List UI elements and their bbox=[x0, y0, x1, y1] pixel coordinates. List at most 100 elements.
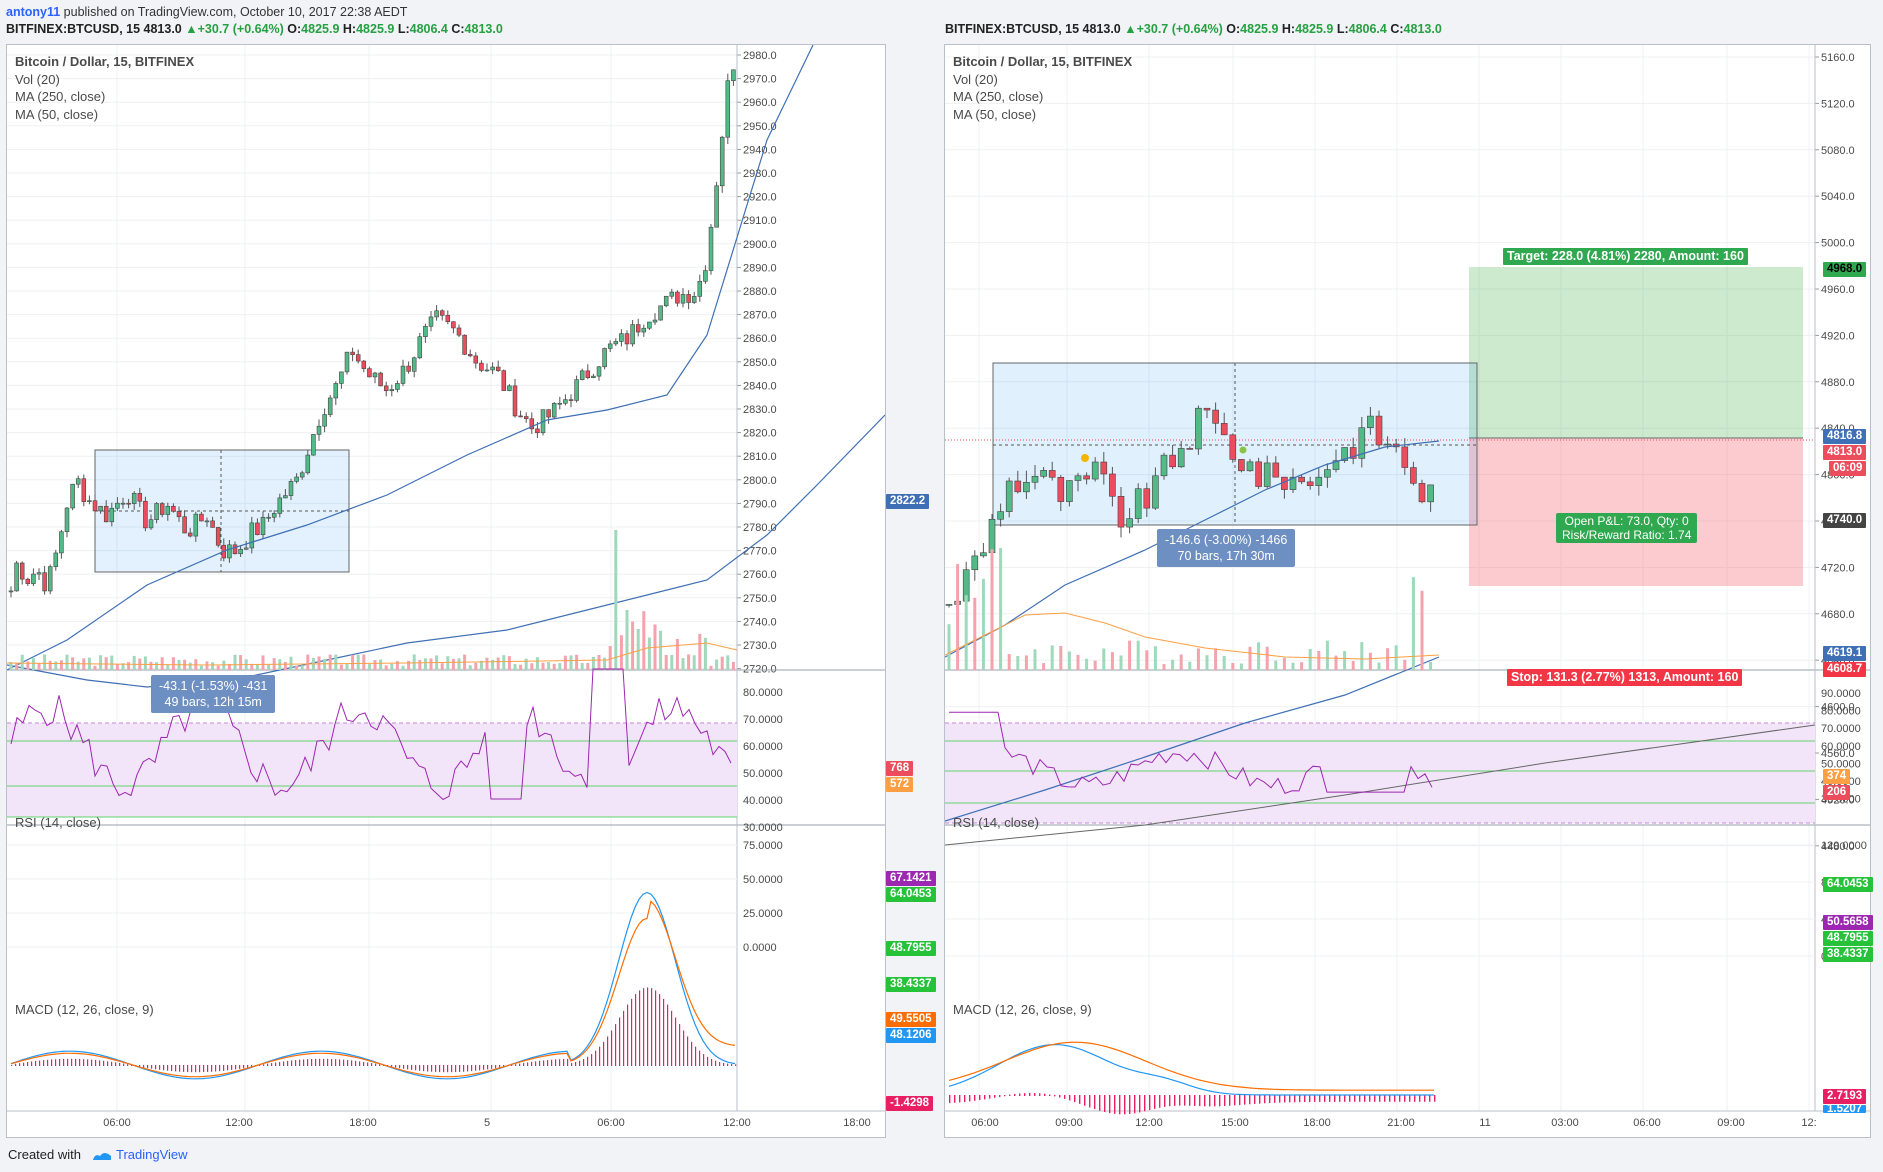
candle-up bbox=[1427, 484, 1434, 503]
rsi-tick-label: 40.0000 bbox=[743, 795, 783, 807]
macd-hist-bar bbox=[1289, 1095, 1291, 1103]
time-tick-label: 06:00 bbox=[971, 1117, 999, 1129]
target-label[interactable]: Target: 228.0 (4.81%) 2280, Amount: 160 bbox=[1503, 248, 1748, 265]
candle-up bbox=[59, 531, 64, 554]
tradingview-link[interactable]: TradingView bbox=[91, 1147, 188, 1162]
volume-bar bbox=[345, 663, 349, 670]
candle-down bbox=[159, 503, 165, 515]
candle-up bbox=[434, 310, 439, 318]
volume-bar bbox=[647, 637, 651, 670]
volume-bar bbox=[1188, 661, 1192, 670]
candle-up bbox=[260, 516, 266, 536]
candle-up bbox=[395, 383, 400, 390]
volume-bar bbox=[1265, 646, 1269, 670]
candle-down bbox=[1401, 446, 1409, 468]
macd-tag-hist: -1.4298 bbox=[886, 1096, 934, 1111]
macd-hist-bar bbox=[1144, 1095, 1146, 1112]
macd-tick-label: 25.0000 bbox=[743, 908, 783, 920]
volume-bar bbox=[956, 564, 960, 670]
macd-hist-bar bbox=[1174, 1095, 1176, 1106]
volume-bar bbox=[171, 657, 175, 670]
macd-hist-bar bbox=[31, 1061, 33, 1066]
macd-hist-bar bbox=[159, 1065, 161, 1070]
macd-hist-bar bbox=[999, 1095, 1001, 1098]
macd-hist-bar bbox=[495, 1065, 497, 1069]
macd-hist-bar bbox=[415, 1065, 417, 1071]
candle-down bbox=[635, 324, 641, 333]
candle-up bbox=[1040, 470, 1047, 477]
macd-hist-bar bbox=[579, 1060, 581, 1066]
candle-up bbox=[1332, 460, 1340, 470]
rsi-tick-label: 30.0000 bbox=[743, 822, 783, 834]
macd-hist-bar bbox=[251, 1065, 253, 1068]
candle-down bbox=[568, 399, 574, 401]
candle-up bbox=[680, 294, 686, 304]
candle-up bbox=[1367, 415, 1374, 429]
price-tick-label: 4600.0 bbox=[1821, 702, 1855, 714]
macd-hist-bar bbox=[231, 1065, 233, 1070]
author-link[interactable]: antony11 bbox=[6, 5, 61, 19]
macd-hist-bar bbox=[1119, 1095, 1121, 1115]
candle-up bbox=[400, 365, 406, 384]
candle-down bbox=[518, 415, 523, 418]
candle-up bbox=[1324, 469, 1331, 478]
stop-label[interactable]: Stop: 131.3 (2.77%) 1313, Amount: 160 bbox=[1507, 669, 1743, 686]
macd-hist-bar bbox=[1134, 1095, 1136, 1114]
macd-hist-bar bbox=[683, 1030, 685, 1066]
macd-hist-bar bbox=[1429, 1095, 1431, 1102]
macd-hist-bar bbox=[1424, 1095, 1426, 1102]
macd-hist-bar bbox=[1344, 1095, 1346, 1102]
candle-down bbox=[495, 366, 501, 371]
volume-bar bbox=[485, 657, 489, 670]
volume-bar bbox=[121, 663, 125, 670]
macd-hist-bar bbox=[627, 1004, 629, 1066]
rsi-tick-label: 80.0000 bbox=[743, 687, 783, 699]
price-tick-label: 5000.0 bbox=[1821, 238, 1855, 250]
macd-hist-bar bbox=[143, 1065, 145, 1068]
candle-down bbox=[199, 513, 204, 522]
close-value: 4813.0 bbox=[1403, 22, 1442, 36]
right-chart-canvas[interactable]: 5160.0 5120.0 5080.0 5040.0 5000.0 4960.0 4920… bbox=[945, 45, 1870, 1137]
macd-hist-bar bbox=[275, 1062, 277, 1066]
macd-hist-bar bbox=[367, 1062, 369, 1066]
volume-bar bbox=[1050, 645, 1054, 670]
left-chart[interactable]: 2980.0 2970.0 2960.0 2950.0 2940.0 2930.0 2920… bbox=[6, 44, 936, 1138]
macd-hist-bar bbox=[687, 1036, 689, 1066]
left-legend: Bitcoin / Dollar, 15, BITFINEX Vol (20) … bbox=[15, 53, 194, 123]
last-price: 4813.0 bbox=[143, 22, 182, 36]
candle-up bbox=[619, 333, 624, 342]
volume-bar bbox=[709, 665, 713, 670]
price-tag-1: 4816.8 bbox=[1823, 429, 1867, 444]
macd-hist-bar bbox=[111, 1061, 113, 1066]
macd-hist-bar bbox=[989, 1095, 991, 1099]
volume-bar bbox=[1059, 645, 1063, 670]
macd-hist-bar bbox=[1229, 1095, 1231, 1106]
candle-down bbox=[1410, 467, 1417, 484]
macd-hist-bar bbox=[1269, 1095, 1271, 1104]
right-chart[interactable]: 5160.0 5120.0 5080.0 5040.0 5000.0 4960.0 4920… bbox=[944, 44, 1873, 1138]
macd-hist-bar bbox=[1009, 1094, 1011, 1096]
candle-down bbox=[445, 315, 451, 323]
volume-bar bbox=[524, 658, 528, 670]
left-chart-canvas[interactable]: 2980.0 2970.0 2960.0 2950.0 2940.0 2930.0 2920… bbox=[7, 45, 885, 1137]
macd-hist-bar bbox=[1094, 1095, 1096, 1110]
macd-hist-bar bbox=[411, 1065, 413, 1070]
candle-up bbox=[1031, 475, 1039, 483]
macd-hist-bar bbox=[1389, 1095, 1391, 1102]
candle-up bbox=[719, 136, 725, 187]
volume-bar bbox=[205, 661, 209, 670]
macd-hist-bar bbox=[631, 998, 633, 1066]
candle-up bbox=[945, 604, 953, 606]
macd-hist-bar bbox=[1224, 1095, 1226, 1107]
macd-hist-bar bbox=[611, 1030, 613, 1066]
volume-bar bbox=[239, 655, 243, 670]
candle-down bbox=[215, 527, 221, 546]
vol-tag-1: 374 bbox=[1823, 769, 1851, 784]
volume-bar bbox=[451, 658, 455, 670]
candle-up bbox=[731, 69, 736, 81]
macd-hist-bar bbox=[1154, 1095, 1156, 1109]
volume-bar bbox=[1033, 649, 1037, 670]
macd-hist-bar bbox=[1334, 1095, 1336, 1102]
volume-bar bbox=[418, 660, 422, 670]
macd-hist-bar bbox=[583, 1058, 585, 1066]
